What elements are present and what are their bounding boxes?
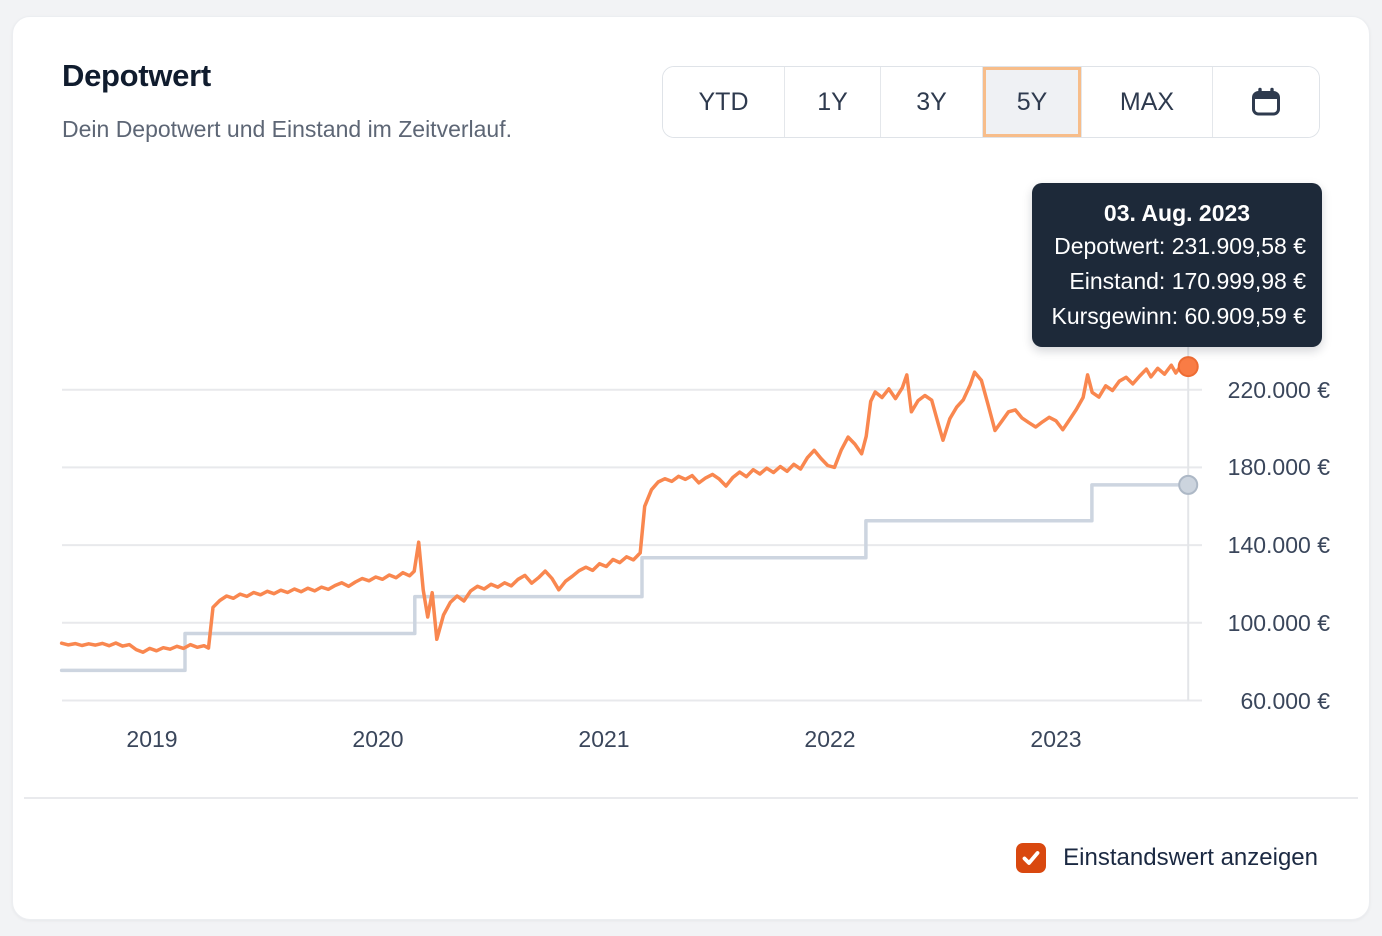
depotwert-endpoint-dot bbox=[1177, 356, 1199, 378]
footer-controls: Einstandswert anzeigen bbox=[1016, 843, 1318, 873]
check-icon bbox=[1022, 851, 1040, 865]
depotwert-line bbox=[59, 361, 1190, 655]
range-selector: YTD 1Y 3Y 5Y MAX bbox=[662, 66, 1320, 138]
range-button-ytd[interactable]: YTD bbox=[663, 67, 785, 137]
tooltip-date: 03. Aug. 2023 bbox=[1103, 200, 1251, 226]
tooltip-row-kursgewinn: Kursgewinn: 60.909,59 € bbox=[1051, 303, 1306, 329]
tooltip-row-einstand: Einstand: 170.999,98 € bbox=[1069, 268, 1306, 294]
einstand-endpoint-dot bbox=[1178, 474, 1199, 495]
range-button-max[interactable]: MAX bbox=[1082, 67, 1213, 137]
range-button-5y[interactable]: 5Y bbox=[983, 67, 1082, 137]
einstand-checkbox[interactable] bbox=[1016, 843, 1047, 873]
calendar-icon bbox=[1252, 87, 1280, 116]
calendar-button[interactable] bbox=[1213, 67, 1319, 137]
einstand-line bbox=[59, 483, 1190, 673]
range-button-1y[interactable]: 1Y bbox=[785, 67, 881, 137]
page-title: Depotwert bbox=[62, 58, 211, 93]
tooltip-row-depotwert: Depotwert: 231.909,58 € bbox=[1054, 233, 1306, 259]
footer-divider bbox=[24, 797, 1358, 799]
chart-tooltip: 03. Aug. 2023 Depotwert: 231.909,58 € Ei… bbox=[1032, 183, 1322, 347]
checkbox-label[interactable]: Einstandswert anzeigen bbox=[1063, 844, 1318, 871]
page-subtitle: Dein Depotwert und Einstand im Zeitverla… bbox=[62, 116, 512, 142]
range-button-3y[interactable]: 3Y bbox=[881, 67, 983, 137]
